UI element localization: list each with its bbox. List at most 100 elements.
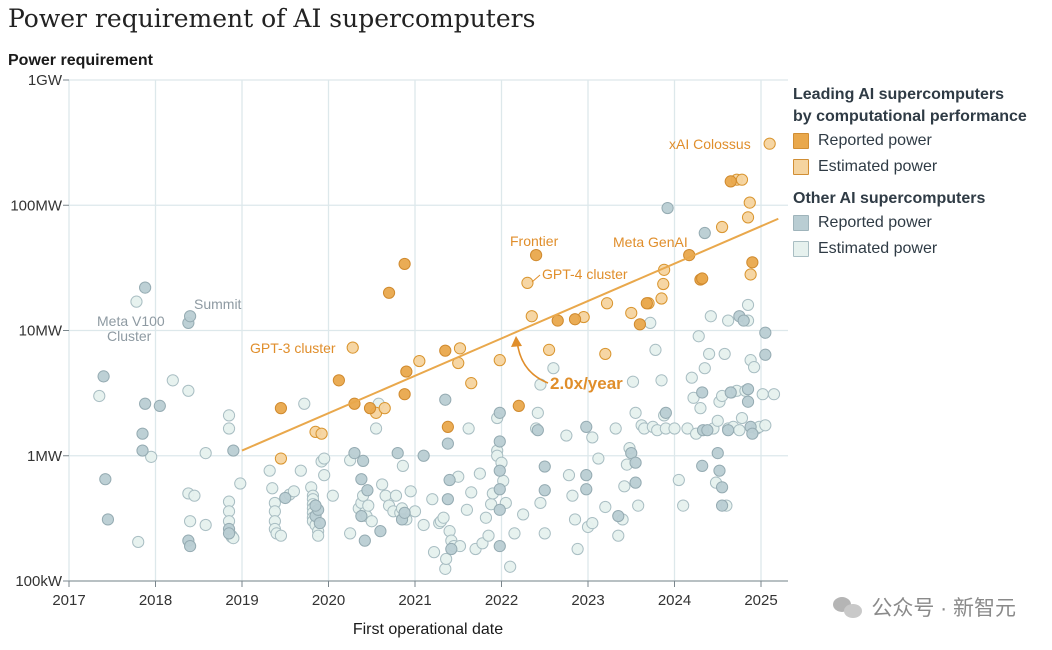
- leading-reported-point: [568, 313, 582, 326]
- other-estimated-point: [677, 499, 690, 512]
- other-reported-point: [313, 516, 326, 530]
- legend-swatch-leading-estimated: [793, 159, 809, 175]
- other-reported-point: [441, 493, 454, 506]
- leading-reported-point: [633, 318, 647, 331]
- other-reported-point: [99, 473, 112, 486]
- other-estimated-point: [184, 515, 197, 528]
- legend: Leading AI supercomputers by computation…: [793, 84, 1051, 262]
- other-reported-point: [759, 326, 772, 339]
- y-tick-label: 100kW: [15, 573, 63, 590]
- other-estimated-point: [188, 489, 201, 502]
- legend-heading-leading-line2: by computational performance: [793, 108, 1027, 125]
- annotation-label: xAI Colossus: [669, 136, 751, 152]
- other-reported-point: [222, 527, 236, 540]
- other-estimated-point: [266, 482, 279, 495]
- other-reported-point: [493, 503, 506, 516]
- other-estimated-point: [609, 422, 622, 435]
- other-estimated-point: [735, 411, 749, 425]
- other-estimated-point: [465, 486, 478, 499]
- annotation-label: GPT-4 cluster: [542, 266, 628, 282]
- other-estimated-point: [389, 489, 403, 502]
- other-reported-point: [629, 476, 642, 489]
- other-estimated-point: [132, 535, 145, 549]
- legend-label-leading-reported: Reported power: [818, 132, 932, 149]
- x-tick-label: 2018: [139, 592, 172, 609]
- other-estimated-point: [369, 422, 383, 435]
- other-reported-point: [711, 446, 724, 460]
- other-reported-point: [580, 483, 593, 496]
- other-estimated-point: [722, 314, 735, 327]
- other-reported-point: [355, 473, 368, 486]
- leading-reported-point: [530, 248, 543, 262]
- leading-reported-point: [382, 286, 396, 299]
- annotation-label: Meta V100: [97, 313, 165, 329]
- other-estimated-point: [182, 384, 195, 397]
- other-estimated-point: [508, 527, 521, 540]
- other-estimated-point: [566, 489, 579, 502]
- other-estimated-point: [298, 397, 311, 410]
- other-estimated-point: [404, 485, 417, 498]
- other-estimated-point: [534, 496, 547, 510]
- other-estimated-point: [592, 452, 605, 465]
- other-reported-point: [184, 310, 197, 323]
- leading-reported-point: [696, 272, 709, 285]
- leading-estimated-point: [741, 211, 755, 224]
- other-estimated-point: [417, 518, 430, 532]
- leading-estimated-point: [525, 310, 538, 323]
- gpt4-pointer: [531, 274, 541, 283]
- other-estimated-point: [437, 511, 450, 524]
- other-estimated-point: [199, 446, 212, 460]
- other-estimated-point: [396, 459, 409, 472]
- other-reported-point: [97, 370, 110, 383]
- other-estimated-point: [130, 295, 143, 308]
- other-reported-point: [580, 469, 593, 482]
- other-estimated-point: [629, 406, 642, 419]
- other-estimated-point: [668, 422, 681, 435]
- x-tick-label: 2023: [571, 592, 604, 609]
- other-estimated-point: [473, 467, 486, 480]
- other-reported-point: [629, 456, 642, 469]
- x-tick-label: 2025: [744, 592, 777, 609]
- leading-estimated-point: [346, 341, 359, 354]
- legend-item-other-estimated: Estimated power: [793, 236, 1051, 262]
- other-reported-point: [741, 383, 755, 396]
- other-reported-point: [531, 424, 544, 437]
- other-estimated-point: [263, 464, 276, 477]
- other-estimated-point: [93, 389, 106, 403]
- other-estimated-point: [698, 362, 711, 375]
- other-estimated-point: [326, 489, 339, 502]
- other-estimated-point: [482, 529, 495, 542]
- leading-estimated-point: [493, 354, 506, 367]
- other-estimated-point: [460, 503, 473, 516]
- annotation-layer: xAI Colossus Frontier Meta GenAI GPT-4 clus…: [97, 136, 751, 356]
- leading-reported-point: [363, 402, 377, 415]
- other-estimated-point: [733, 424, 746, 437]
- leading-estimated-point: [413, 354, 426, 368]
- leading-reported-point: [640, 297, 653, 310]
- other-reported-point: [417, 449, 430, 462]
- other-estimated-point: [376, 478, 389, 491]
- x-tick-label: 2020: [312, 592, 345, 609]
- other-reported-point: [493, 406, 506, 419]
- other-estimated-point: [599, 500, 612, 514]
- y-tick-label: 100MW: [10, 197, 63, 214]
- y-tick-label: 1MW: [27, 448, 63, 465]
- other-estimated-point: [531, 406, 544, 419]
- x-tick-label: 2024: [658, 592, 691, 609]
- other-estimated-point: [440, 552, 453, 566]
- leading-estimated-point: [744, 268, 757, 281]
- leading-reported-point: [724, 175, 737, 188]
- trend-label: 2.0x/year: [550, 374, 623, 393]
- other-estimated-point: [571, 542, 584, 556]
- other-reported-point: [759, 348, 772, 361]
- other-estimated-point: [408, 505, 422, 518]
- other-reported-point: [661, 201, 674, 215]
- x-axis-label: First operational date: [353, 621, 503, 638]
- other-reported-point: [391, 446, 404, 460]
- other-estimated-point: [672, 473, 685, 487]
- other-reported-point: [358, 534, 371, 547]
- leading-reported-point: [398, 388, 411, 401]
- other-estimated-point: [166, 374, 179, 387]
- other-reported-point: [493, 539, 506, 553]
- chart-title: Power requirement of AI supercomputers: [8, 4, 536, 33]
